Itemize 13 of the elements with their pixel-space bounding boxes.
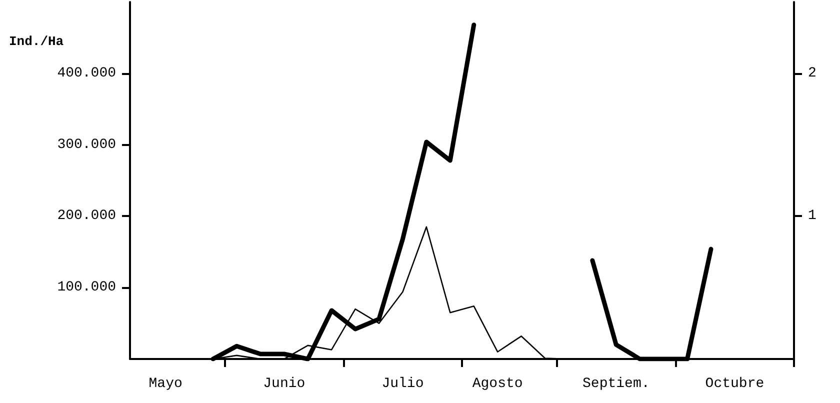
x-tick-label: Junio xyxy=(263,376,306,392)
x-tick-label: Mayo xyxy=(148,376,182,392)
x-tick-label: Agosto xyxy=(472,376,523,392)
x-tick-label: Octubre xyxy=(705,376,764,392)
x-tick-label: Julio xyxy=(382,376,424,392)
x-tick-label: Septiem. xyxy=(582,376,650,392)
y2-tick-label: 2 xyxy=(808,65,816,82)
y-axis-title: Ind./Ha xyxy=(9,34,64,49)
y-tick-label: 400.000 xyxy=(57,65,116,82)
y2-tick-label: 1 xyxy=(808,208,816,224)
y-tick-label: 100.000 xyxy=(57,280,116,296)
y-tick-label: 200.000 xyxy=(57,208,116,224)
y-tick-label: 300.000 xyxy=(57,136,116,153)
